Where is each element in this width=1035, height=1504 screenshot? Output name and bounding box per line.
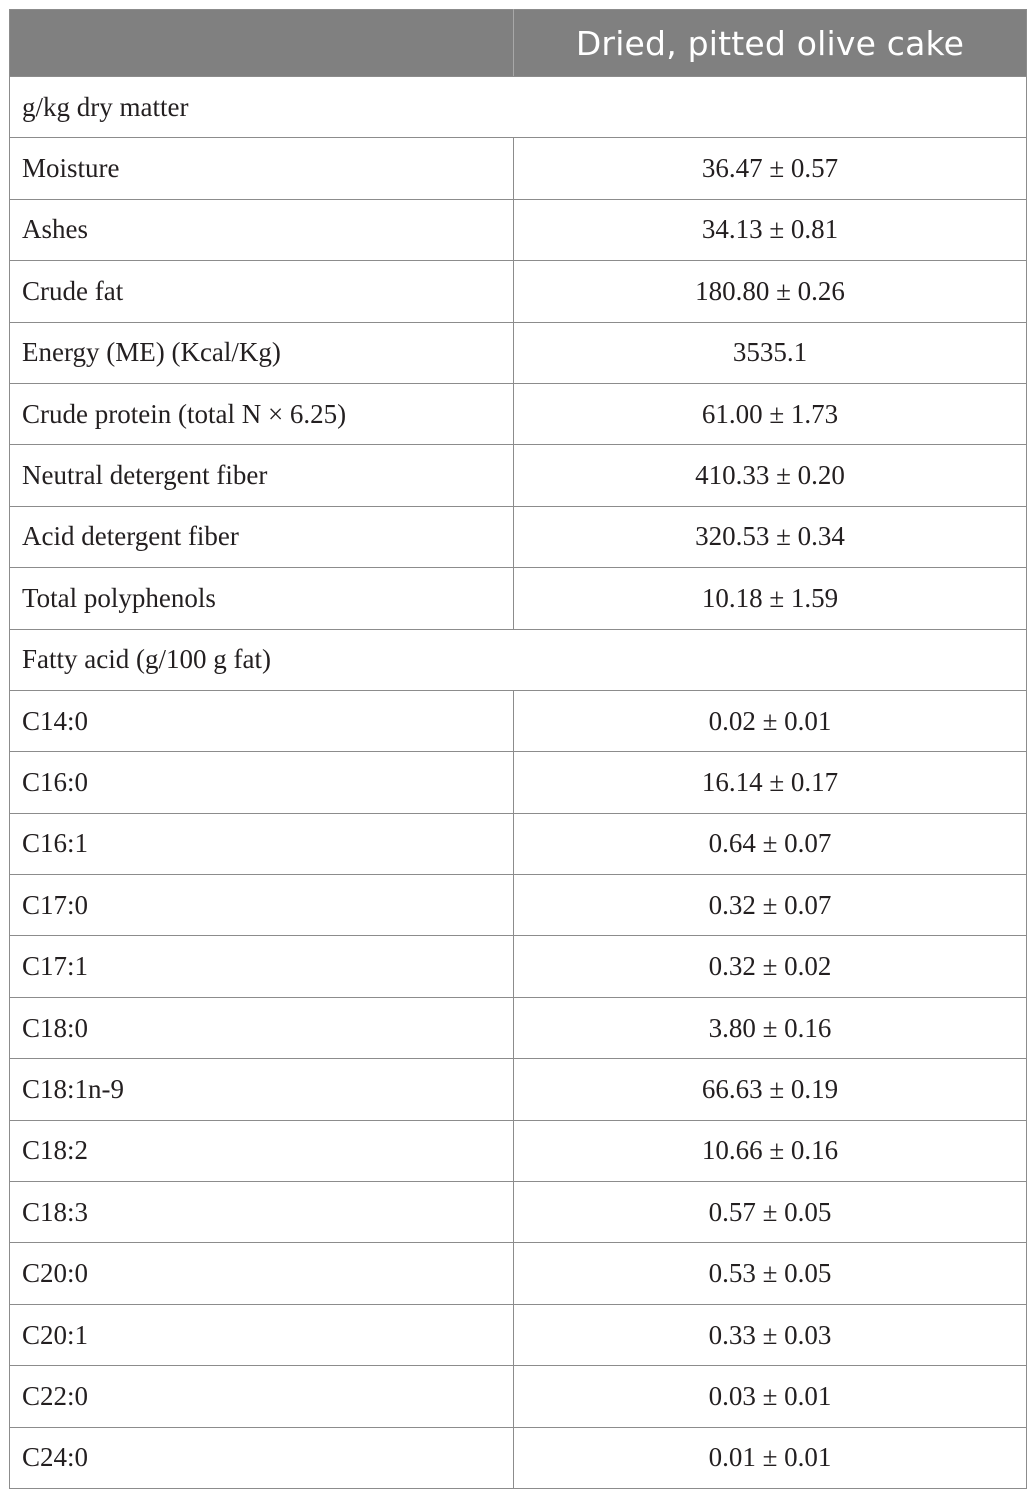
composition-table: Dried, pitted olive cake g/kg dry matter… <box>9 9 1027 1489</box>
row-label: Crude protein (total N × 6.25) <box>9 382 514 446</box>
table-row: C24:0 0.01 ± 0.01 <box>9 1426 1027 1489</box>
row-label: C20:0 <box>9 1242 514 1305</box>
row-label: Ashes <box>9 198 514 262</box>
table-row: Crude fat 180.80 ± 0.26 <box>9 260 1027 323</box>
section-row: g/kg dry matter <box>9 75 1027 139</box>
header-empty-cell <box>9 9 514 77</box>
table-row: Total polyphenols 10.18 ± 1.59 <box>9 567 1027 630</box>
row-value: 0.32 ± 0.07 <box>513 874 1027 937</box>
row-value: 16.14 ± 0.17 <box>513 751 1027 814</box>
row-value: 10.18 ± 1.59 <box>513 567 1027 630</box>
row-value: 10.66 ± 0.16 <box>513 1119 1027 1183</box>
row-label: Total polyphenols <box>9 567 514 630</box>
row-value: 3.80 ± 0.16 <box>513 996 1027 1060</box>
row-label: C24:0 <box>9 1426 514 1489</box>
row-value: 0.03 ± 0.01 <box>513 1365 1027 1428</box>
row-label: C20:1 <box>9 1303 514 1367</box>
row-label: C18:2 <box>9 1119 514 1183</box>
composition-table-container: Dried, pitted olive cake g/kg dry matter… <box>9 9 1027 1489</box>
table-row: C14:0 0.02 ± 0.01 <box>9 689 1027 753</box>
row-label: C18:1n-9 <box>9 1058 514 1121</box>
row-value: 66.63 ± 0.19 <box>513 1058 1027 1121</box>
row-label: Energy (ME) (Kcal/Kg) <box>9 321 514 384</box>
table-row: C22:0 0.03 ± 0.01 <box>9 1365 1027 1428</box>
row-label: C18:3 <box>9 1181 514 1244</box>
table-row: C18:2 10.66 ± 0.16 <box>9 1119 1027 1183</box>
table-row: Neutral detergent fiber 410.33 ± 0.20 <box>9 444 1027 507</box>
row-value: 0.64 ± 0.07 <box>513 812 1027 876</box>
row-label: C17:0 <box>9 874 514 937</box>
row-value: 34.13 ± 0.81 <box>513 198 1027 262</box>
row-label: C16:1 <box>9 812 514 876</box>
row-label: C16:0 <box>9 751 514 814</box>
table-row: C18:1n-9 66.63 ± 0.19 <box>9 1058 1027 1121</box>
row-value: 0.32 ± 0.02 <box>513 935 1027 998</box>
row-value: 3535.1 <box>513 321 1027 384</box>
header-row: Dried, pitted olive cake <box>9 9 1027 77</box>
row-value: 0.33 ± 0.03 <box>513 1303 1027 1367</box>
table-row: Energy (ME) (Kcal/Kg) 3535.1 <box>9 321 1027 384</box>
row-value: 410.33 ± 0.20 <box>513 444 1027 507</box>
row-label: Acid detergent fiber <box>9 505 514 569</box>
row-label: C17:1 <box>9 935 514 998</box>
row-value: 0.02 ± 0.01 <box>513 689 1027 753</box>
row-value: 61.00 ± 1.73 <box>513 382 1027 446</box>
table-row: C18:3 0.57 ± 0.05 <box>9 1181 1027 1244</box>
row-value: 180.80 ± 0.26 <box>513 260 1027 323</box>
row-label: Neutral detergent fiber <box>9 444 514 507</box>
row-label: C18:0 <box>9 996 514 1060</box>
table-row: C16:0 16.14 ± 0.17 <box>9 751 1027 814</box>
table-row: C18:0 3.80 ± 0.16 <box>9 996 1027 1060</box>
row-value: 36.47 ± 0.57 <box>513 137 1027 200</box>
row-value: 0.57 ± 0.05 <box>513 1181 1027 1244</box>
row-value: 320.53 ± 0.34 <box>513 505 1027 569</box>
section-row: Fatty acid (g/100 g fat) <box>9 628 1027 691</box>
row-label: C14:0 <box>9 689 514 753</box>
table-row: C20:1 0.33 ± 0.03 <box>9 1303 1027 1367</box>
table-body: g/kg dry matter Moisture 36.47 ± 0.57 Ashes… <box>9 75 1027 1489</box>
section-title: g/kg dry matter <box>9 75 1027 139</box>
section-title: Fatty acid (g/100 g fat) <box>9 628 1027 691</box>
table-row: Crude protein (total N × 6.25) 61.00 ± 1.… <box>9 382 1027 446</box>
table-row: C17:0 0.32 ± 0.07 <box>9 874 1027 937</box>
row-value: 0.01 ± 0.01 <box>513 1426 1027 1489</box>
row-label: Crude fat <box>9 260 514 323</box>
row-label: Moisture <box>9 137 514 200</box>
table-row: Ashes 34.13 ± 0.81 <box>9 198 1027 262</box>
row-value: 0.53 ± 0.05 <box>513 1242 1027 1305</box>
row-label: C22:0 <box>9 1365 514 1428</box>
table-row: C20:0 0.53 ± 0.05 <box>9 1242 1027 1305</box>
table-row: C17:1 0.32 ± 0.02 <box>9 935 1027 998</box>
header-olive-cake: Dried, pitted olive cake <box>513 9 1027 77</box>
table-row: C16:1 0.64 ± 0.07 <box>9 812 1027 876</box>
table-header: Dried, pitted olive cake <box>9 9 1027 77</box>
table-row: Acid detergent fiber 320.53 ± 0.34 <box>9 505 1027 569</box>
table-row: Moisture 36.47 ± 0.57 <box>9 137 1027 200</box>
